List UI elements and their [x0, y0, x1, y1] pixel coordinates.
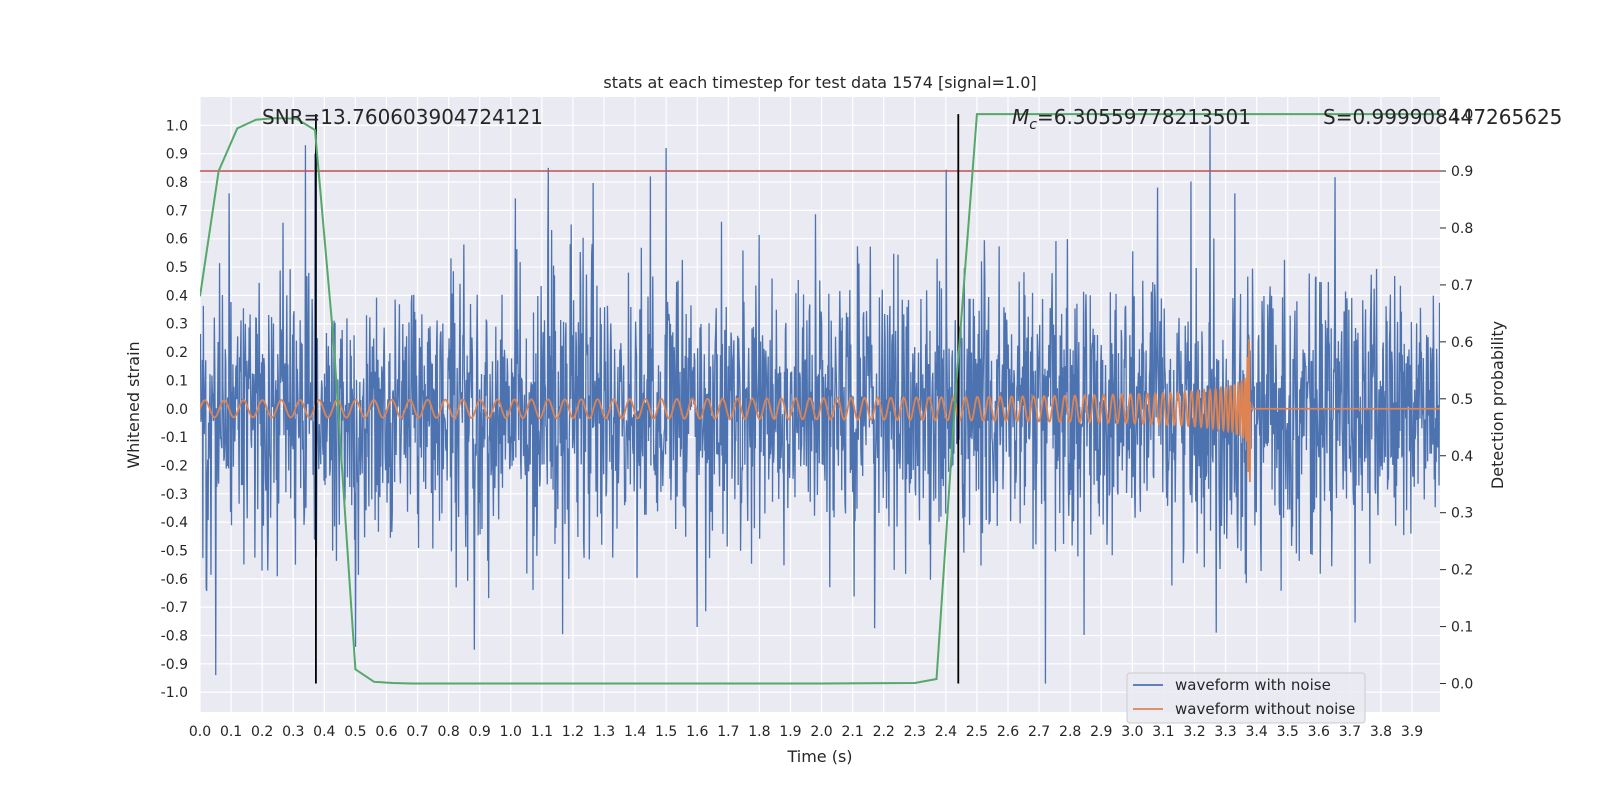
y-right-tick-label: 0.9 — [1451, 164, 1473, 180]
x-tick-label: 2.2 — [873, 724, 895, 740]
x-tick-label: 3.0 — [1121, 724, 1143, 740]
y-right-tick-label: 0.5 — [1451, 392, 1473, 408]
legend-label-noise: waveform with noise — [1175, 676, 1331, 694]
x-tick-label: 0.5 — [344, 724, 366, 740]
y-left-axis-ticks: 1.0 0.9 0.8 0.7 0.6 0.5 0.4 0.3 0.2 0.1 0.0 -0.1 -0.… — [161, 118, 188, 701]
x-tick-label: 0.8 — [437, 724, 459, 740]
legend-box — [1126, 672, 1366, 724]
y-right-tick-label: 1.0 — [1451, 107, 1473, 123]
x-tick-label: 2.5 — [966, 724, 988, 740]
y-right-tick-label: 0.2 — [1451, 563, 1473, 579]
y-left-tick-label: 0.6 — [166, 232, 188, 248]
x-tick-label: 3.5 — [1277, 724, 1299, 740]
y-left-tick-label: -0.9 — [161, 657, 188, 673]
x-tick-label: 2.3 — [904, 724, 926, 740]
x-tick-label: 3.8 — [1370, 724, 1392, 740]
x-tick-label: 0.6 — [375, 724, 397, 740]
y-right-tick-label: 0.3 — [1451, 506, 1473, 522]
x-tick-label: 3.7 — [1339, 724, 1361, 740]
x-tick-label: 0.2 — [251, 724, 273, 740]
y-left-tick-label: 0.5 — [166, 260, 188, 276]
y-right-tick-label: 0.0 — [1451, 677, 1473, 693]
y-left-tick-label: -0.5 — [161, 543, 188, 559]
y-left-axis-label: Whitened strain — [124, 341, 143, 468]
x-tick-label: 1.9 — [779, 724, 801, 740]
y-right-axis-ticks: 1.0 0.9 0.8 0.7 0.6 0.5 0.4 0.3 0.2 0.1 0.0 — [1440, 107, 1473, 693]
y-left-tick-label: 0.4 — [166, 288, 188, 304]
y-right-axis-label: Detection probability — [1488, 321, 1507, 489]
y-left-tick-label: -0.4 — [161, 515, 188, 531]
x-axis-ticks: 0.0 0.1 0.2 0.3 0.4 0.5 0.6 0.7 0.8 0.9 1.0 1.1 1.2 1… — [189, 724, 1423, 740]
x-tick-label: 3.2 — [1183, 724, 1205, 740]
x-tick-label: 3.9 — [1401, 724, 1423, 740]
x-tick-label: 1.4 — [624, 724, 646, 740]
series-waveform-with-noise — [200, 125, 1440, 684]
x-axis-label: Time (s) — [786, 747, 852, 766]
y-right-tick-label: 0.4 — [1451, 449, 1473, 465]
y-right-tick-label: 0.7 — [1451, 278, 1473, 294]
x-tick-label: 3.4 — [1246, 724, 1268, 740]
x-tick-label: 0.4 — [313, 724, 335, 740]
x-tick-label: 0.1 — [220, 724, 242, 740]
x-tick-label: 0.7 — [406, 724, 428, 740]
y-left-tick-label: -1.0 — [161, 685, 188, 701]
x-tick-label: 1.7 — [717, 724, 739, 740]
y-left-tick-label: 0.2 — [166, 345, 188, 361]
x-tick-label: 0.3 — [282, 724, 304, 740]
snr-annotation: SNR=13.760603904724121 — [262, 105, 543, 129]
y-left-tick-label: 0.9 — [166, 147, 188, 163]
x-tick-label: 1.2 — [562, 724, 584, 740]
y-left-tick-label: -0.3 — [161, 487, 188, 503]
y-left-tick-label: 0.0 — [166, 402, 188, 418]
y-right-tick-label: 0.8 — [1451, 221, 1473, 237]
chirp-mass-value: =6.30559778213501 — [1037, 105, 1251, 129]
y-right-tick-label: 0.6 — [1451, 335, 1473, 351]
y-left-tick-label: 1.0 — [166, 118, 188, 134]
x-tick-label: 1.5 — [655, 724, 677, 740]
chirp-mass-annotation: Mc=6.30559778213501 — [1012, 105, 1251, 133]
x-tick-label: 1.3 — [593, 724, 615, 740]
chart-title: stats at each timestep for test data 157… — [603, 73, 1036, 92]
y-left-tick-label: 0.1 — [166, 373, 188, 389]
chirp-mass-subscript: c — [1029, 117, 1037, 133]
x-tick-label: 3.6 — [1308, 724, 1330, 740]
x-tick-label: 2.0 — [810, 724, 832, 740]
legend-label-clean: waveform without noise — [1175, 700, 1355, 718]
x-tick-label: 2.8 — [1059, 724, 1081, 740]
y-left-tick-label: 0.8 — [166, 175, 188, 191]
legend: waveform with noise waveform without noi… — [1126, 672, 1366, 724]
y-left-tick-label: -0.7 — [161, 600, 188, 616]
chirp-mass-symbol: M — [1012, 105, 1029, 129]
y-left-tick-label: -0.8 — [161, 628, 188, 644]
x-tick-label: 2.1 — [841, 724, 863, 740]
x-tick-label: 2.9 — [1090, 724, 1112, 740]
x-tick-label: 2.6 — [997, 724, 1019, 740]
y-left-tick-label: -0.2 — [161, 458, 188, 474]
x-tick-label: 0.9 — [469, 724, 491, 740]
y-left-tick-label: 0.7 — [166, 203, 188, 219]
x-tick-label: 1.8 — [748, 724, 770, 740]
x-tick-label: 2.7 — [1028, 724, 1050, 740]
x-tick-label: 0.0 — [189, 724, 211, 740]
marker-lines — [315, 114, 960, 684]
series-waveform-without-noise — [200, 339, 1440, 483]
y-right-tick-label: 0.1 — [1451, 620, 1473, 636]
y-left-tick-label: -0.1 — [161, 430, 188, 446]
x-tick-label: 2.4 — [935, 724, 957, 740]
x-tick-label: 1.1 — [531, 724, 553, 740]
x-tick-label: 1.0 — [500, 724, 522, 740]
y-left-tick-label: 0.3 — [166, 317, 188, 333]
x-tick-label: 3.1 — [1152, 724, 1174, 740]
y-left-tick-label: -0.6 — [161, 572, 188, 588]
score-annotation: S=0.999908447265625 — [1323, 105, 1562, 129]
x-tick-label: 1.6 — [686, 724, 708, 740]
x-tick-label: 3.3 — [1214, 724, 1236, 740]
series-detection-probability — [200, 113, 1440, 685]
